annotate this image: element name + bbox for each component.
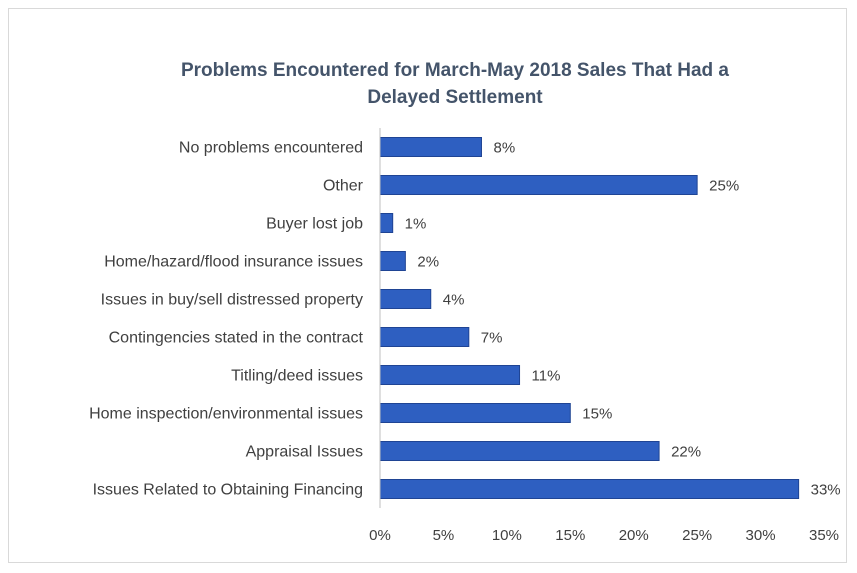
- data-label: 11%: [532, 368, 561, 385]
- chart-area: Problems Encountered for March-May 2018 …: [8, 8, 847, 563]
- bar-chart: Problems Encountered for March-May 2018 …: [89, 60, 841, 544]
- data-labels: 8% 25% 1% 2% 4% 7% 11% 15% 22% 33%: [405, 140, 841, 499]
- x-tick-label: 5%: [433, 527, 455, 544]
- data-label: 22%: [671, 444, 701, 461]
- data-label: 4%: [443, 292, 465, 309]
- category-label: Issues in buy/sell distressed property: [101, 292, 363, 309]
- bar: [379, 213, 394, 233]
- data-label: 2%: [417, 254, 439, 271]
- bar: [379, 251, 406, 271]
- category-label: Other: [323, 178, 364, 195]
- category-label: No problems encountered: [179, 140, 363, 157]
- bar: [379, 137, 482, 157]
- x-tick-label: 15%: [555, 527, 585, 544]
- chart-title-line-1: Problems Encountered for March-May 2018 …: [181, 60, 729, 81]
- bar: [379, 289, 432, 309]
- data-label: 15%: [582, 406, 612, 423]
- category-label: Titling/deed issues: [231, 368, 363, 385]
- chart-title-line-2: Delayed Settlement: [367, 87, 543, 108]
- data-label: 1%: [405, 216, 427, 233]
- category-label: Issues Related to Obtaining Financing: [93, 482, 363, 499]
- data-label: 7%: [481, 330, 503, 347]
- category-label: Home/hazard/flood insurance issues: [104, 254, 363, 271]
- x-tick-label: 35%: [809, 527, 839, 544]
- data-label: 8%: [493, 140, 515, 157]
- category-label: Contingencies stated in the contract: [109, 330, 364, 347]
- x-tick-label: 10%: [492, 527, 522, 544]
- data-label: 25%: [709, 178, 739, 195]
- data-label: 33%: [811, 482, 841, 499]
- bar: [379, 175, 698, 195]
- category-label: Buyer lost job: [266, 216, 363, 233]
- x-tick-label: 20%: [619, 527, 649, 544]
- x-tick-label: 30%: [746, 527, 776, 544]
- category-label: Home inspection/environmental issues: [89, 406, 363, 423]
- bar: [379, 327, 470, 347]
- x-axis-tick-labels: 0% 5% 10% 15% 20% 25% 30% 35%: [369, 527, 839, 544]
- category-label: Appraisal Issues: [246, 444, 363, 461]
- bar: [379, 479, 800, 499]
- x-tick-label: 0%: [369, 527, 391, 544]
- bar: [379, 403, 571, 423]
- bar: [379, 441, 660, 461]
- category-labels: No problems encountered Other Buyer lost j…: [89, 140, 364, 499]
- bar: [379, 365, 521, 385]
- x-tick-label: 25%: [682, 527, 712, 544]
